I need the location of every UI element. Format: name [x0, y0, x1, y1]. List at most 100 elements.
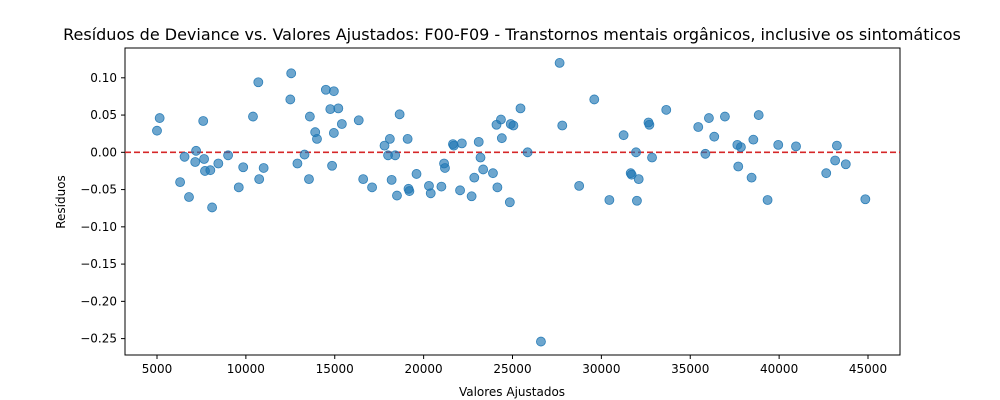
plot-area [124, 47, 901, 356]
data-point [190, 157, 201, 167]
data-point [647, 152, 657, 163]
data-point [152, 125, 162, 136]
data-point [720, 111, 730, 122]
data-point [536, 336, 546, 347]
data-point [336, 119, 347, 129]
data-point [478, 164, 489, 175]
data-point [791, 141, 801, 152]
data-point [304, 174, 314, 185]
data-point [455, 185, 465, 196]
data-point [154, 113, 165, 123]
data-point [821, 168, 832, 179]
data-point [292, 158, 303, 169]
data-point [436, 181, 447, 192]
data-point [554, 58, 565, 68]
y-tick-label: 0.10 [90, 71, 117, 85]
scatter-points [152, 58, 871, 347]
data-point [394, 109, 405, 120]
chart-title: Resíduos de Deviance vs. Valores Ajustad… [63, 25, 961, 44]
data-point [557, 120, 568, 131]
data-point [632, 195, 642, 206]
x-axis-label: Valores Ajustados [459, 385, 565, 399]
data-point [762, 195, 773, 205]
data-point [748, 134, 759, 145]
data-point [328, 86, 339, 97]
data-point [661, 104, 672, 115]
data-point [633, 174, 644, 185]
data-point [488, 168, 498, 179]
data-point [367, 182, 377, 193]
data-point [258, 163, 269, 173]
data-point [386, 174, 397, 185]
data-point [179, 151, 190, 162]
data-point [746, 172, 757, 183]
data-point [328, 128, 339, 138]
y-axis-label: Resíduos [54, 175, 68, 229]
data-point [475, 152, 486, 163]
data-point [404, 186, 415, 196]
data-point [626, 169, 637, 180]
x-tick-label: 10000 [227, 362, 265, 376]
data-point [392, 190, 402, 201]
data-point [469, 172, 480, 183]
data-point [411, 169, 422, 179]
y-tick-label: 0.05 [90, 108, 117, 122]
x-tick-label: 25000 [493, 362, 531, 376]
y-tick-label: −0.10 [80, 220, 117, 234]
x-tick-label: 20000 [405, 362, 443, 376]
data-point [604, 195, 615, 205]
data-point [496, 133, 507, 144]
data-point [704, 113, 714, 123]
data-point [456, 138, 467, 149]
data-point [515, 103, 526, 114]
data-point [325, 104, 336, 115]
data-point [390, 150, 401, 161]
x-tick-label: 5000 [142, 362, 173, 376]
data-point [522, 147, 533, 158]
x-tick-label: 30000 [582, 362, 620, 376]
data-point [353, 115, 364, 126]
x-tick-label: 15000 [316, 362, 354, 376]
data-point [223, 150, 233, 161]
data-point [286, 68, 297, 79]
data-point [379, 140, 390, 151]
data-point [709, 131, 720, 142]
data-point [644, 119, 655, 130]
y-tick-label: −0.25 [80, 332, 117, 346]
data-point [254, 174, 265, 185]
data-point [425, 188, 436, 199]
data-point [508, 120, 519, 131]
data-point [492, 182, 503, 193]
data-point [753, 110, 764, 120]
data-point [248, 111, 258, 122]
data-point [384, 134, 395, 144]
data-point [504, 197, 515, 208]
data-point [402, 134, 413, 144]
data-point [700, 148, 711, 159]
data-point [184, 192, 194, 202]
data-point [304, 111, 315, 122]
data-point [213, 158, 224, 169]
data-point [440, 163, 450, 173]
data-point [830, 155, 841, 166]
x-tick-label: 45000 [849, 362, 887, 376]
data-point [205, 165, 216, 176]
y-tick-label: 0.00 [90, 145, 117, 159]
data-point [693, 122, 704, 132]
data-point [466, 191, 477, 202]
data-point [831, 140, 842, 151]
data-point [312, 134, 322, 144]
data-point [327, 160, 337, 171]
data-point [860, 194, 871, 205]
data-point [333, 103, 344, 114]
data-point [285, 94, 296, 105]
x-axis: 5000 10000 15000 20000 25000 30000 35000 40000 4… [142, 355, 887, 376]
data-point [299, 149, 310, 160]
y-tick-label: −0.05 [80, 183, 117, 197]
x-tick-label: 40000 [760, 362, 798, 376]
data-point [589, 94, 600, 105]
data-point [574, 180, 585, 191]
data-point [238, 162, 249, 173]
data-point [320, 84, 331, 95]
